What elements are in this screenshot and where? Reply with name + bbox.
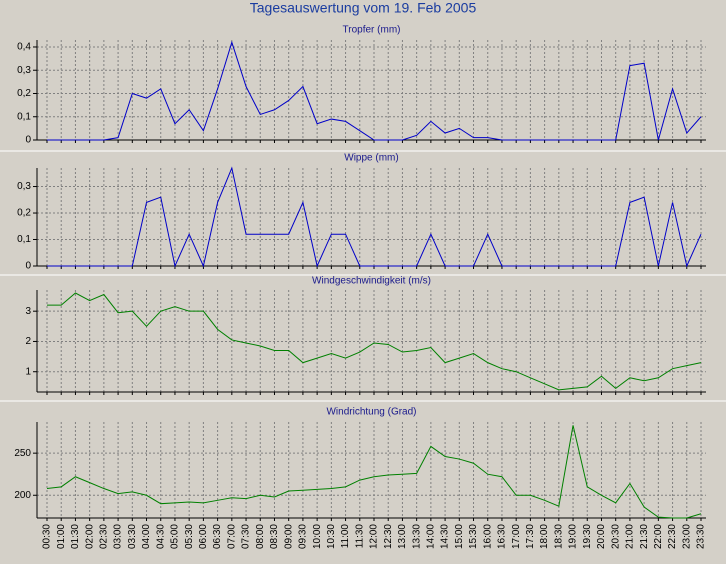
x-tick-label: 14:00 <box>426 524 437 549</box>
x-tick-label: 10:00 <box>312 524 323 549</box>
y-tick-label: 0 <box>25 135 31 146</box>
x-tick-label: 22:30 <box>667 524 678 549</box>
x-tick-label: 18:00 <box>539 524 550 549</box>
x-tick-label: 13:30 <box>411 524 422 549</box>
chart-title: Windrichtung (Grad) <box>326 407 416 418</box>
y-tick-label: 250 <box>14 448 31 459</box>
x-tick-label: 12:30 <box>383 524 394 549</box>
data-line <box>47 292 702 391</box>
x-tick-label: 11:30 <box>354 524 365 549</box>
x-tick-label: 20:30 <box>610 524 621 549</box>
y-tick-label: 0 <box>25 261 31 272</box>
x-tick-label: 09:30 <box>298 524 309 549</box>
x-tick-label: 19:00 <box>568 524 579 549</box>
y-tick-label: 0,4 <box>17 42 31 53</box>
x-tick-label: 01:00 <box>56 524 67 549</box>
chart-title: Windgeschwindigkeit (m/s) <box>312 276 431 287</box>
x-tick-label: 03:30 <box>127 524 138 549</box>
chart-title: Tropfer (mm) <box>343 25 401 36</box>
y-tick-label: 0,2 <box>17 208 31 219</box>
data-line <box>46 425 702 519</box>
y-tick-label: 0,1 <box>17 111 31 122</box>
x-tick-label: 07:30 <box>241 524 252 549</box>
x-tick-label: 13:00 <box>397 524 408 549</box>
x-tick-label: 08:00 <box>255 524 266 549</box>
x-tick-label: 07:00 <box>226 524 237 549</box>
x-tick-label: 08:30 <box>269 524 280 549</box>
chart-title: Wippe (mm) <box>344 153 398 164</box>
x-tick-label: 20:00 <box>596 524 607 549</box>
data-line <box>47 166 702 268</box>
x-tick-label: 01:30 <box>70 524 81 549</box>
x-tick-label: 21:30 <box>639 524 650 549</box>
y-tick-label: 2 <box>25 336 31 347</box>
y-tick-label: 0,3 <box>17 65 31 76</box>
x-tick-label: 16:30 <box>497 524 508 549</box>
x-tick-label: 04:00 <box>141 524 152 549</box>
data-line <box>47 40 702 141</box>
x-tick-label: 22:00 <box>653 524 664 549</box>
x-tick-label: 17:30 <box>525 524 536 549</box>
x-tick-label: 09:00 <box>283 524 294 549</box>
x-tick-label: 17:00 <box>511 524 522 549</box>
x-tick-label: 06:00 <box>198 524 209 549</box>
x-tick-label: 11:00 <box>340 524 351 549</box>
x-tick-label: 16:00 <box>482 524 493 549</box>
x-tick-label: 02:30 <box>99 524 110 549</box>
y-tick-label: 200 <box>14 490 31 501</box>
x-tick-label: 02:00 <box>84 524 95 549</box>
x-tick-label: 21:00 <box>625 524 636 549</box>
x-tick-label: 10:30 <box>326 524 337 549</box>
y-tick-label: 0,3 <box>17 181 31 192</box>
x-tick-label: 15:00 <box>454 524 465 549</box>
x-tick-label: 05:30 <box>184 524 195 549</box>
x-tick-label: 18:30 <box>553 524 564 549</box>
x-tick-label: 15:30 <box>468 524 479 549</box>
y-tick-label: 1 <box>25 366 31 377</box>
page-title: Tagesauswertung vom 19. Feb 2005 <box>250 0 477 16</box>
y-tick-label: 0,1 <box>17 234 31 245</box>
x-tick-label: 04:30 <box>155 524 166 549</box>
x-tick-label: 00:30 <box>42 524 53 549</box>
y-tick-label: 3 <box>25 306 31 317</box>
x-tick-label: 06:30 <box>212 524 223 549</box>
x-tick-label: 14:30 <box>440 524 451 549</box>
x-tick-label: 05:00 <box>170 524 181 549</box>
x-tick-label: 23:00 <box>681 524 692 549</box>
x-tick-label: 03:00 <box>113 524 124 549</box>
y-tick-label: 0,2 <box>17 88 31 99</box>
x-tick-label: 23:30 <box>696 524 707 549</box>
x-tick-label: 12:00 <box>369 524 380 549</box>
x-tick-label: 19:30 <box>582 524 593 549</box>
